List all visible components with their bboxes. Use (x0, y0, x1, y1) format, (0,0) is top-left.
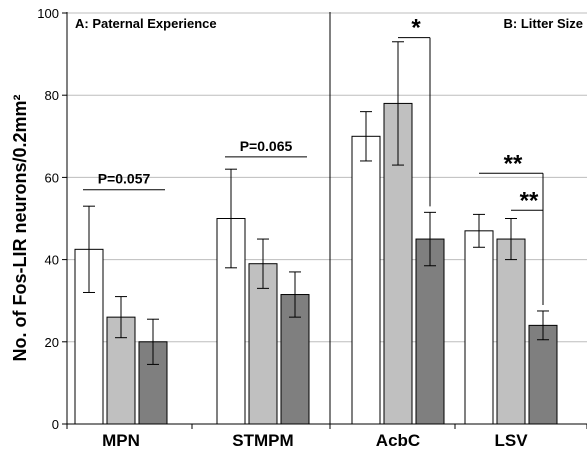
significance-star: ** (504, 150, 523, 177)
bar (464, 230, 494, 425)
significance-label: P=0.057 (98, 171, 151, 187)
significance-star: * (411, 15, 421, 42)
error-bars (83, 41, 549, 365)
y-tick-label: 100 (37, 6, 59, 21)
y-tick-label: 80 (45, 88, 59, 103)
bar (351, 135, 381, 425)
y-tick-label: 0 (52, 417, 59, 432)
panel-label-b: B: Litter Size (504, 16, 583, 31)
y-tick-label: 20 (45, 335, 59, 350)
axes: 0 20 40 60 80 100 A: Paternal Experience B: Lit… (37, 6, 587, 450)
x-tick-label: MPN (102, 431, 140, 450)
x-tick-label: LSV (494, 431, 528, 450)
y-tick-label: 40 (45, 253, 59, 268)
x-tick-label: STMPM (232, 431, 293, 450)
bar (528, 324, 558, 425)
x-tick-label: AcbC (376, 431, 420, 450)
bar (415, 238, 445, 425)
significance-star: ** (520, 187, 539, 214)
significance-label: P=0.065 (240, 138, 293, 154)
y-tick-label: 60 (45, 170, 59, 185)
panel-label-a: A: Paternal Experience (75, 16, 217, 31)
bar (496, 238, 526, 425)
y-axis-label: No. of Fos-LIR neurons/0.2mm² (10, 94, 30, 361)
bars (74, 102, 558, 425)
